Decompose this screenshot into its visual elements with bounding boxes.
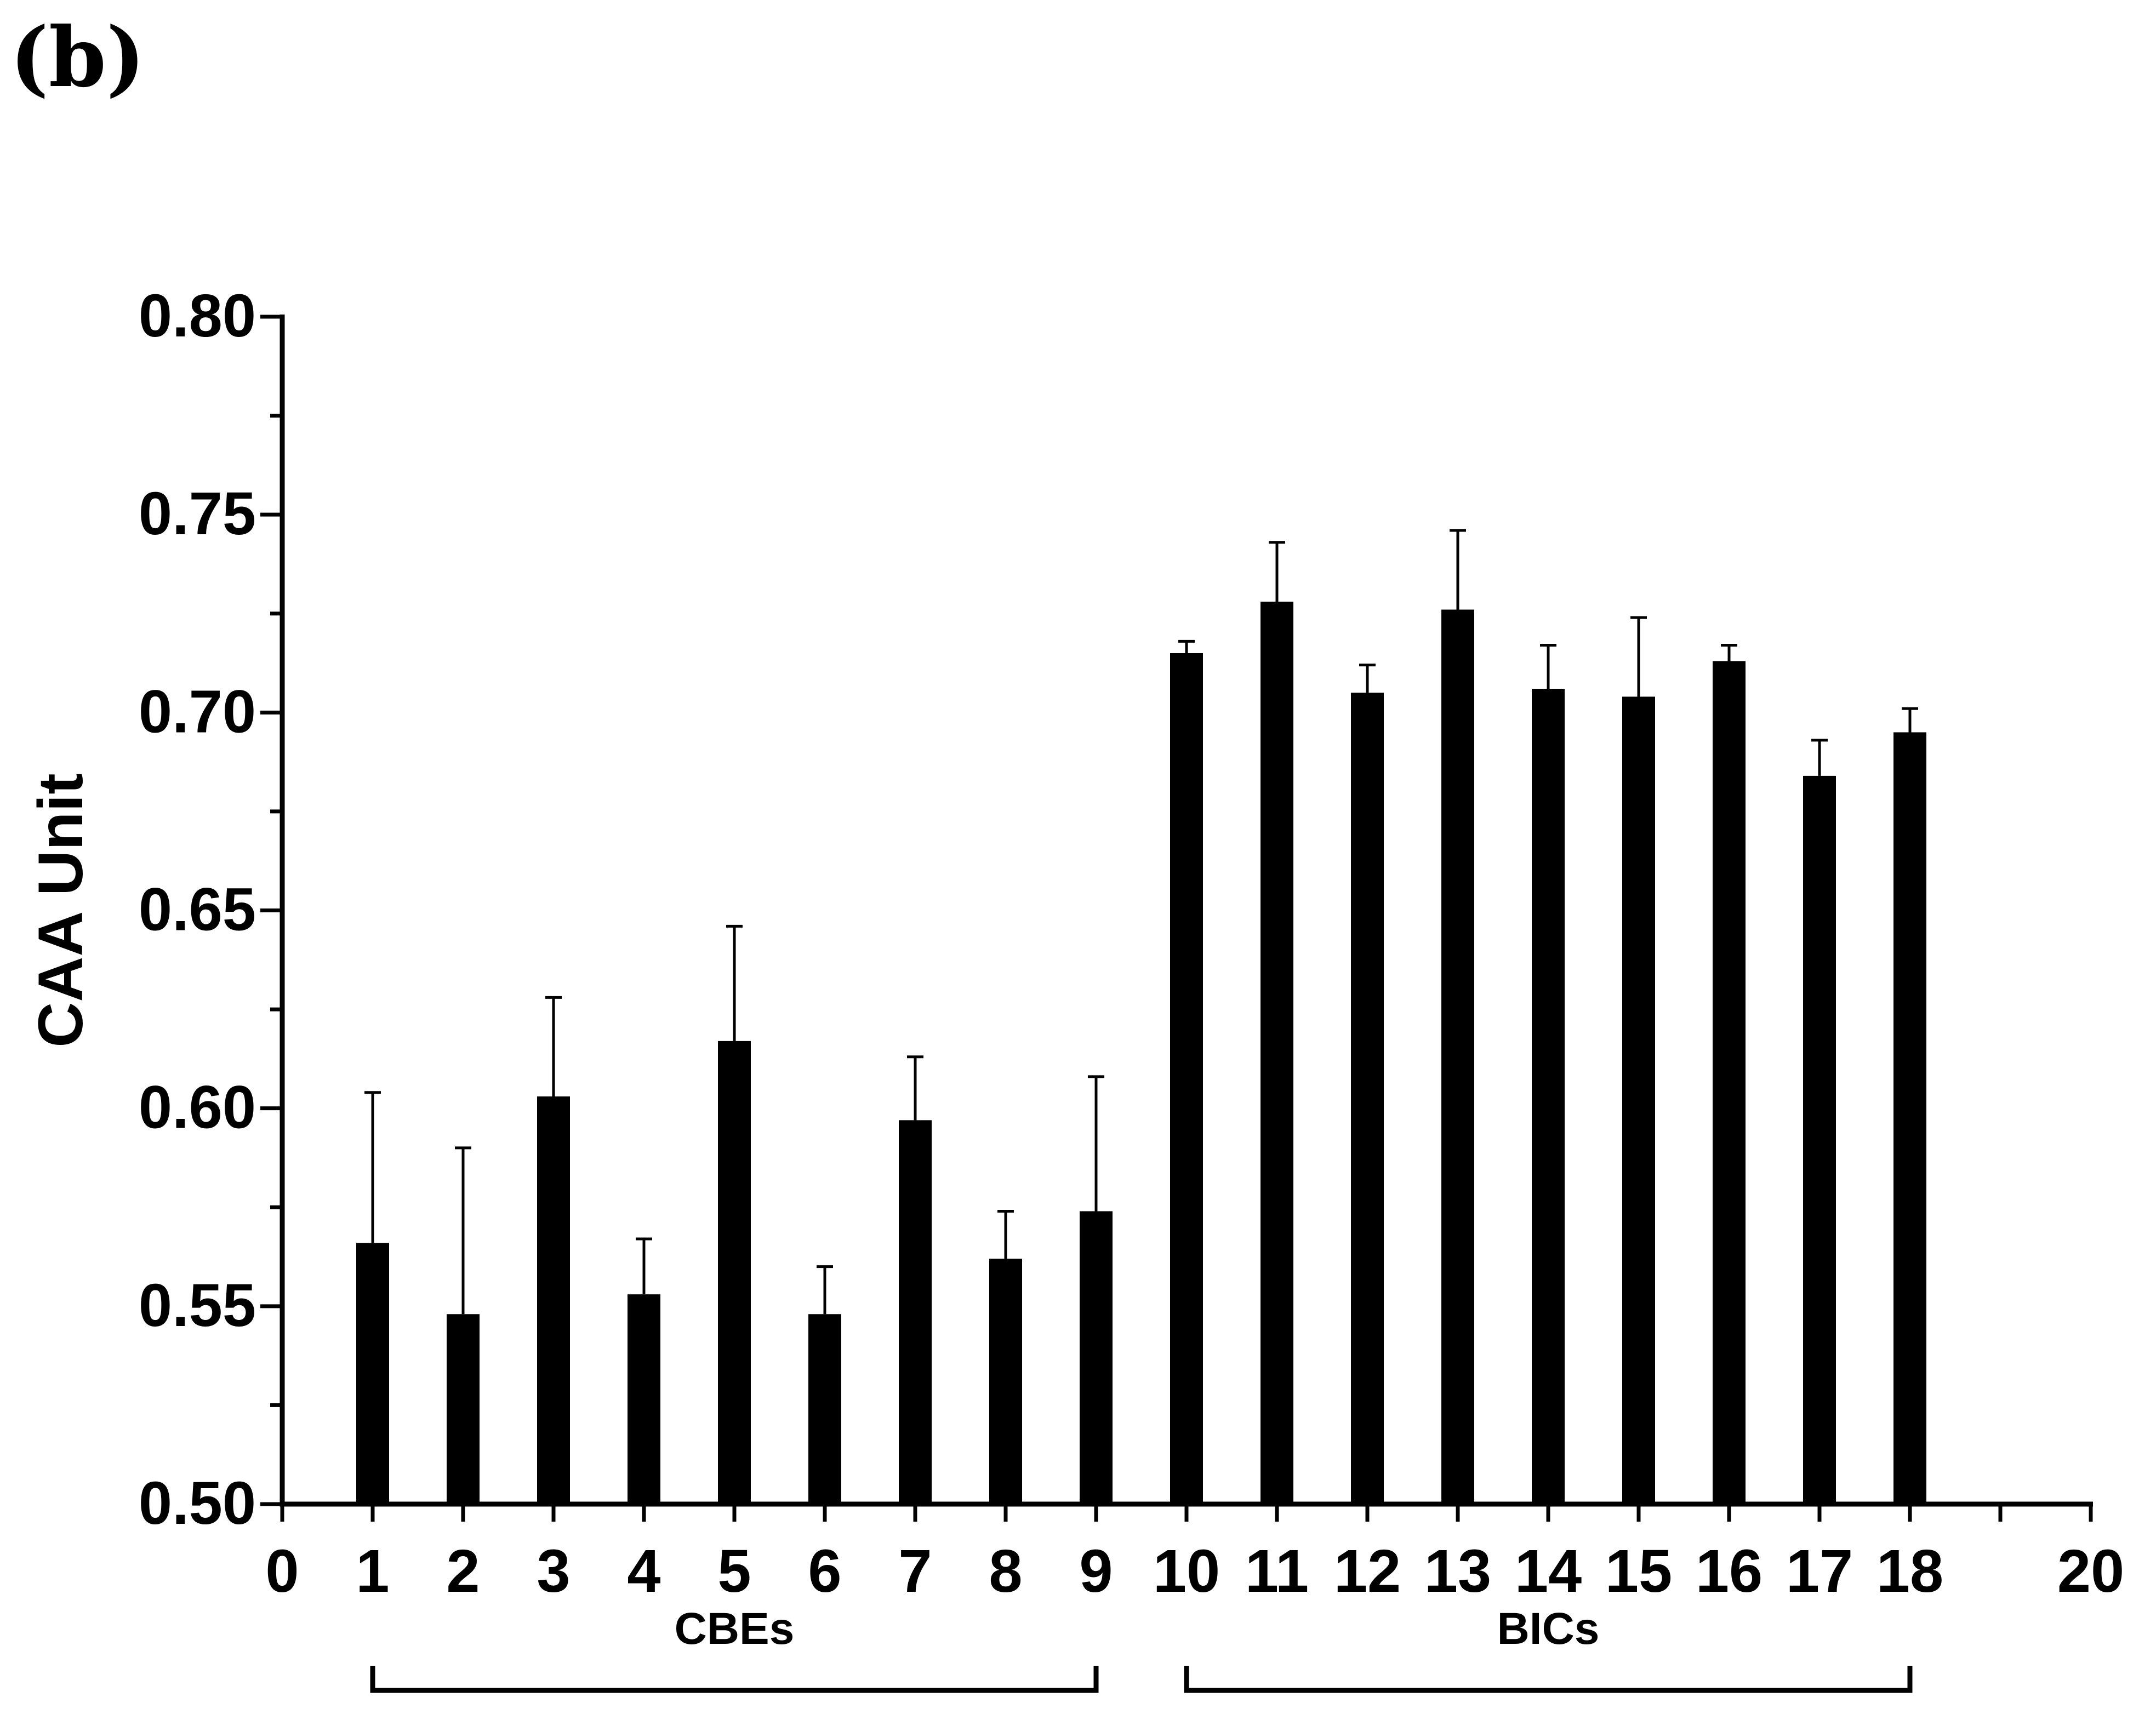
y-tick-label: 0.80 xyxy=(139,282,256,350)
x-tick-label: 3 xyxy=(537,1538,570,1605)
bar xyxy=(1803,775,1836,1504)
y-tick-label: 0.65 xyxy=(139,876,256,944)
x-tick-label: 17 xyxy=(1786,1538,1853,1605)
x-tick-label: 1 xyxy=(356,1538,389,1605)
x-tick-label: 15 xyxy=(1605,1538,1672,1605)
x-tick-label: 11 xyxy=(1245,1538,1309,1605)
x-tick-label: 8 xyxy=(989,1538,1022,1605)
bar xyxy=(447,1314,480,1504)
bar xyxy=(899,1120,932,1504)
x-tick-label: 6 xyxy=(808,1538,841,1605)
x-tick-label: 16 xyxy=(1696,1538,1763,1605)
x-tick-label: 20 xyxy=(2057,1538,2124,1605)
bar xyxy=(537,1096,570,1504)
bar xyxy=(1260,602,1293,1504)
x-tick-label: 4 xyxy=(627,1538,660,1605)
y-tick-label: 0.60 xyxy=(139,1074,256,1141)
bar xyxy=(808,1314,841,1504)
bar xyxy=(1532,688,1565,1504)
group-bracket xyxy=(1184,1666,1913,1693)
bar xyxy=(628,1294,660,1504)
x-tick-label: 5 xyxy=(717,1538,751,1605)
group-label: BICs xyxy=(1497,1604,1600,1654)
y-tick-label: 0.75 xyxy=(139,480,256,547)
y-tick-label: 0.50 xyxy=(139,1470,256,1537)
y-axis-title: CAA Unit xyxy=(26,773,96,1047)
bar xyxy=(1170,653,1203,1504)
x-tick-label: 14 xyxy=(1515,1538,1582,1605)
x-tick-label: 0 xyxy=(265,1538,299,1605)
x-tick-label: 2 xyxy=(446,1538,480,1605)
x-tick-label: 12 xyxy=(1334,1538,1401,1605)
bar xyxy=(1713,661,1746,1504)
x-tick-label: 18 xyxy=(1876,1538,1943,1605)
bar xyxy=(1351,693,1384,1504)
bar xyxy=(718,1041,751,1504)
plot-area: 0.500.550.600.650.700.750.800 1 2 3 4 5 6 7 8 9 10… xyxy=(26,282,2124,1693)
x-tick-label: 7 xyxy=(898,1538,932,1605)
bar xyxy=(1441,609,1474,1504)
bar xyxy=(356,1243,389,1504)
bar xyxy=(989,1259,1022,1504)
bar xyxy=(1622,696,1655,1504)
bar xyxy=(1080,1211,1113,1504)
group-bracket xyxy=(370,1666,1099,1693)
y-tick-label: 0.70 xyxy=(139,678,256,745)
bar xyxy=(1893,732,1926,1504)
x-tick-label: 13 xyxy=(1424,1538,1491,1605)
x-tick-label: 10 xyxy=(1153,1538,1220,1605)
figure-label: (b) xyxy=(10,9,145,106)
group-label: CBEs xyxy=(675,1604,795,1654)
x-tick-label: 9 xyxy=(1079,1538,1113,1605)
y-tick-label: 0.55 xyxy=(139,1272,256,1339)
